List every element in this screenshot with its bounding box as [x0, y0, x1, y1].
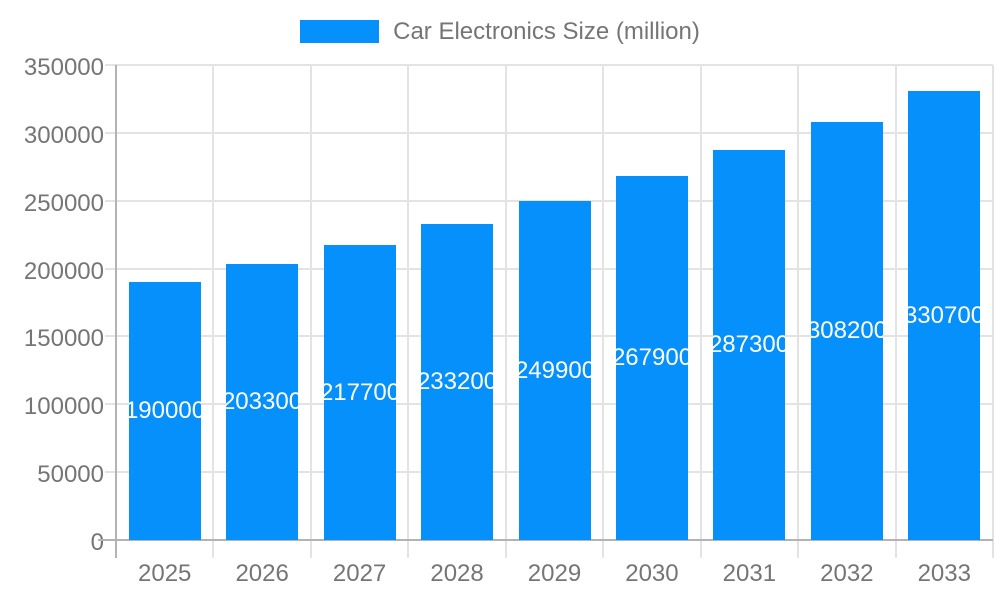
bar-2027[interactable]: 217700: [324, 245, 396, 540]
y-axis-tick-label: 0: [90, 529, 104, 556]
x-axis-tick-label-2028: 2028: [430, 560, 484, 587]
bar-2032[interactable]: 308200: [811, 122, 883, 540]
bar-value-label: 308200: [811, 317, 883, 344]
bar-2028[interactable]: 233200: [421, 224, 493, 540]
bar-value-label: 249900: [519, 356, 591, 384]
y-axis-tick-label: 300000: [23, 121, 104, 149]
legend-label: Car Electronics Size (million): [393, 18, 700, 45]
bar-2026[interactable]: 203300: [226, 264, 298, 540]
bar-value-label: 330700: [908, 301, 980, 329]
y-axis-tick-label: 200000: [23, 257, 104, 285]
bar-value-label: 287300: [713, 331, 785, 358]
bar-2033[interactable]: 330700: [908, 91, 980, 540]
legend: Car Electronics Size (million): [0, 18, 1000, 45]
x-gridline: [309, 65, 312, 558]
bar-value-label: 203300: [226, 388, 298, 415]
y-axis-tick-label: 150000: [23, 325, 104, 353]
bar-value-label: 233200: [421, 368, 493, 395]
x-axis-tick-label-2025: 2025: [138, 560, 192, 587]
bar-2030[interactable]: 267900: [616, 176, 688, 540]
y-gridline-300000: [105, 131, 993, 134]
x-gridline: [504, 65, 507, 558]
bar-value-label: 267900: [616, 344, 688, 371]
bar-value-label: 190000: [129, 397, 201, 424]
x-gridline: [407, 65, 410, 558]
x-gridline: [699, 65, 702, 558]
legend-swatch: [300, 20, 380, 43]
y-axis-tick-label: 50000: [37, 461, 104, 489]
x-axis-tick-label-2031: 2031: [722, 560, 777, 587]
x-gridline: [212, 65, 215, 558]
y-gridline-350000: [105, 64, 993, 66]
y-axis-tick-label: 250000: [23, 189, 104, 217]
y-axis-tick-label: 100000: [23, 393, 104, 421]
x-gridline: [797, 65, 800, 558]
x-gridline: [992, 65, 994, 558]
x-axis-tick-label-2030: 2030: [625, 560, 679, 587]
bar-2029[interactable]: 249900: [519, 201, 591, 540]
x-axis-line: [98, 539, 993, 541]
bar-2031[interactable]: 287300: [713, 150, 785, 540]
x-axis-tick-label-2026: 2026: [235, 560, 289, 587]
y-axis-tick-label: 350000: [23, 54, 104, 81]
y-axis-line: [115, 65, 117, 558]
x-axis-tick-label-2033: 2033: [917, 560, 971, 587]
x-axis-tick-label-2029: 2029: [527, 560, 582, 587]
x-axis-tick-label-2027: 2027: [332, 560, 387, 587]
y-gridline-250000: [105, 199, 993, 202]
x-axis-tick-label-2032: 2032: [820, 560, 874, 587]
bar-value-label: 217700: [324, 378, 396, 406]
bar-2025[interactable]: 190000: [129, 282, 201, 540]
x-gridline: [602, 65, 605, 558]
x-gridline: [894, 65, 897, 558]
